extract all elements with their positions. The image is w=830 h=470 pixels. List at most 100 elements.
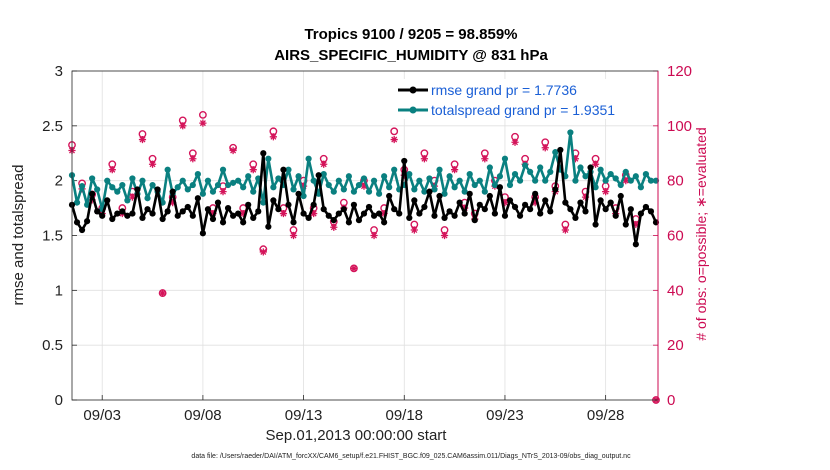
rmse-point [597, 197, 604, 204]
rmse-point [582, 208, 589, 215]
rmse-point [391, 206, 398, 213]
obs-evaluated-marker [189, 155, 197, 163]
totalspread-point [506, 181, 514, 189]
totalspread-point [476, 177, 483, 184]
totalspread-point [300, 192, 307, 200]
totalspread-point [426, 175, 433, 182]
rmse-point [224, 204, 232, 212]
totalspread-point [446, 173, 453, 180]
chart-title: Tropics 9100 / 9205 = 98.859% [304, 26, 517, 43]
totalspread-point [602, 177, 609, 184]
rmse-point [547, 208, 554, 215]
rmse-point [290, 219, 297, 226]
y2-tick-label: 60 [667, 228, 684, 245]
rmse-point [587, 164, 594, 171]
obs-evaluated-marker [209, 209, 217, 218]
totalspread-point [496, 173, 504, 180]
rmse-point [466, 190, 473, 197]
legend-rmse-marker [409, 86, 417, 94]
obs-evaluated-marker [108, 166, 116, 174]
totalspread-point [129, 175, 136, 182]
totalspread-point [194, 170, 201, 178]
rmse-point [310, 201, 317, 208]
rmse-point [441, 214, 448, 222]
x-tick-label: 09/28 [587, 407, 625, 424]
rmse-point [421, 203, 428, 211]
rmse-point [99, 212, 106, 219]
obs-evaluated-marker [511, 138, 519, 146]
totalspread-point [461, 188, 468, 195]
rmse-point [229, 212, 237, 219]
series-layer [68, 100, 660, 404]
x-tick-label: 09/08 [184, 407, 222, 424]
rmse-point [255, 208, 262, 215]
y2-tick-label: 20 [667, 337, 684, 354]
totalspread-point [381, 173, 388, 180]
totalspread-point [627, 177, 634, 184]
totalspread-point [290, 186, 297, 193]
obs-evaluated-marker [581, 193, 590, 201]
rmse-point [144, 206, 151, 213]
totalspread-point [622, 168, 629, 175]
rmse-point [265, 223, 272, 230]
rmse-point [209, 215, 217, 223]
rmse-point [134, 186, 141, 193]
rmse-point [174, 212, 181, 219]
totalspread-point [109, 184, 116, 191]
rmse-point [617, 192, 624, 200]
rmse-point [149, 210, 156, 217]
rmse-point [370, 212, 378, 219]
y-tick-label: 2.5 [42, 118, 63, 135]
chart-subtitle: AIRS_SPECIFIC_HUMIDITY @ 831 hPa [274, 47, 548, 64]
obs-evaluated-marker [360, 182, 368, 190]
obs-evaluated-marker [461, 204, 469, 212]
obs-evaluated-marker [320, 160, 328, 168]
totalspread-point [642, 170, 650, 178]
totalspread-point [174, 184, 181, 191]
rmse-point [476, 201, 483, 208]
rmse-point [179, 208, 186, 215]
totalspread-point [516, 177, 524, 184]
totalspread-point [375, 190, 383, 197]
totalspread-point [139, 177, 146, 184]
rmse-point [627, 206, 634, 213]
obs-evaluated-marker [561, 226, 569, 234]
totalspread-point [607, 170, 614, 178]
totalspread-point [229, 179, 237, 186]
rmse-point [592, 221, 599, 228]
obs-evaluated-marker [159, 289, 167, 297]
totalspread-point [572, 177, 579, 184]
y2-axis-ticks: 0 20 40 60 80 100 120 [653, 63, 692, 409]
rmse-point [365, 203, 373, 211]
totalspread-point [214, 181, 222, 189]
totalspread-point [305, 155, 312, 162]
y-tick-label: 1.5 [42, 228, 63, 245]
obs-evaluated-marker [350, 264, 358, 272]
rmse-point [632, 241, 639, 248]
totalspread-point [355, 181, 363, 189]
legend-rmse-label: rmse grand pr = 1.7736 [431, 82, 577, 98]
totalspread-point [391, 166, 398, 173]
totalspread-point [209, 188, 217, 195]
totalspread-point [491, 181, 498, 189]
totalspread-point [552, 149, 559, 156]
totalspread-point [335, 177, 342, 184]
totalspread-point [270, 184, 277, 191]
obs-evaluated-marker [591, 160, 600, 168]
rmse-point [154, 186, 161, 193]
totalspread-point [73, 199, 81, 206]
totalspread-point [421, 188, 428, 195]
totalspread-point [592, 184, 599, 191]
rmse-point [506, 197, 514, 204]
totalspread-point [179, 177, 186, 184]
totalspread-point [416, 177, 423, 184]
totalspread-point [78, 183, 86, 190]
rmse-point [451, 212, 458, 219]
obs-evaluated-marker [299, 182, 308, 190]
obs-evaluated-marker [138, 135, 147, 144]
rmse-point [335, 210, 342, 217]
rmse-point [129, 210, 136, 217]
rmse-point [320, 206, 327, 213]
rmse-point [612, 212, 619, 219]
totalspread-point [260, 199, 267, 206]
